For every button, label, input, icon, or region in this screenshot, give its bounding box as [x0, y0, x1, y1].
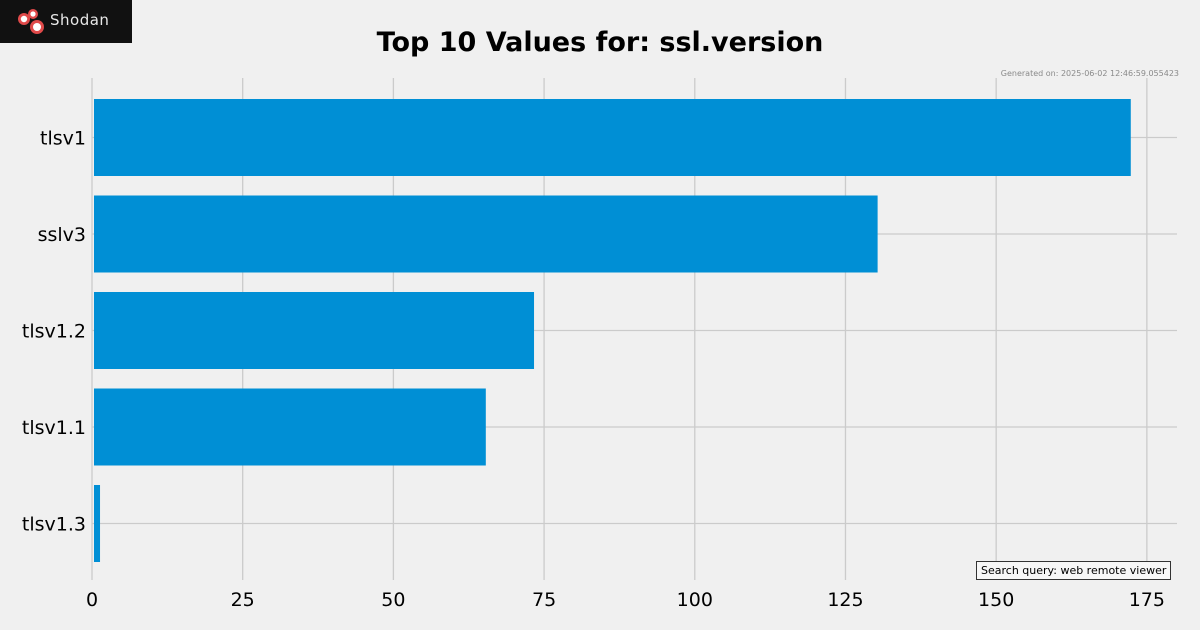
shodan-logo: Shodan	[0, 0, 132, 43]
shodan-logo-text: Shodan	[50, 11, 110, 29]
y-tick-label: sslv3	[38, 224, 86, 246]
x-tick-label: 75	[532, 589, 556, 611]
x-tick-label: 100	[677, 589, 713, 611]
search-query-label: Search query: web remote viewer	[976, 561, 1172, 580]
chart-title: Top 10 Values for: ssl.version	[376, 27, 824, 58]
y-tick-label: tlsv1.3	[22, 514, 86, 536]
y-tick-label: tlsv1	[40, 128, 86, 150]
bar-tlsv1-1	[94, 388, 486, 466]
bar-tlsv1-3	[94, 485, 101, 562]
bar-tlsv1	[94, 99, 1131, 176]
x-tick-label: 0	[86, 589, 98, 611]
shodan-logo-icon	[18, 9, 44, 34]
x-tick-label: 25	[231, 589, 255, 611]
x-tick-label: 50	[381, 589, 405, 611]
y-tick-label: tlsv1.1	[22, 417, 86, 439]
x-tick-label: 150	[978, 589, 1014, 611]
bar-sslv3	[94, 195, 878, 273]
x-tick-label: 125	[827, 589, 863, 611]
x-tick-label: 175	[1129, 589, 1165, 611]
y-tick-label: tlsv1.2	[22, 321, 86, 343]
bar-tlsv1-2	[94, 292, 535, 369]
generated-timestamp: Generated on: 2025-06-02 12:46:59.055423	[1000, 69, 1179, 78]
